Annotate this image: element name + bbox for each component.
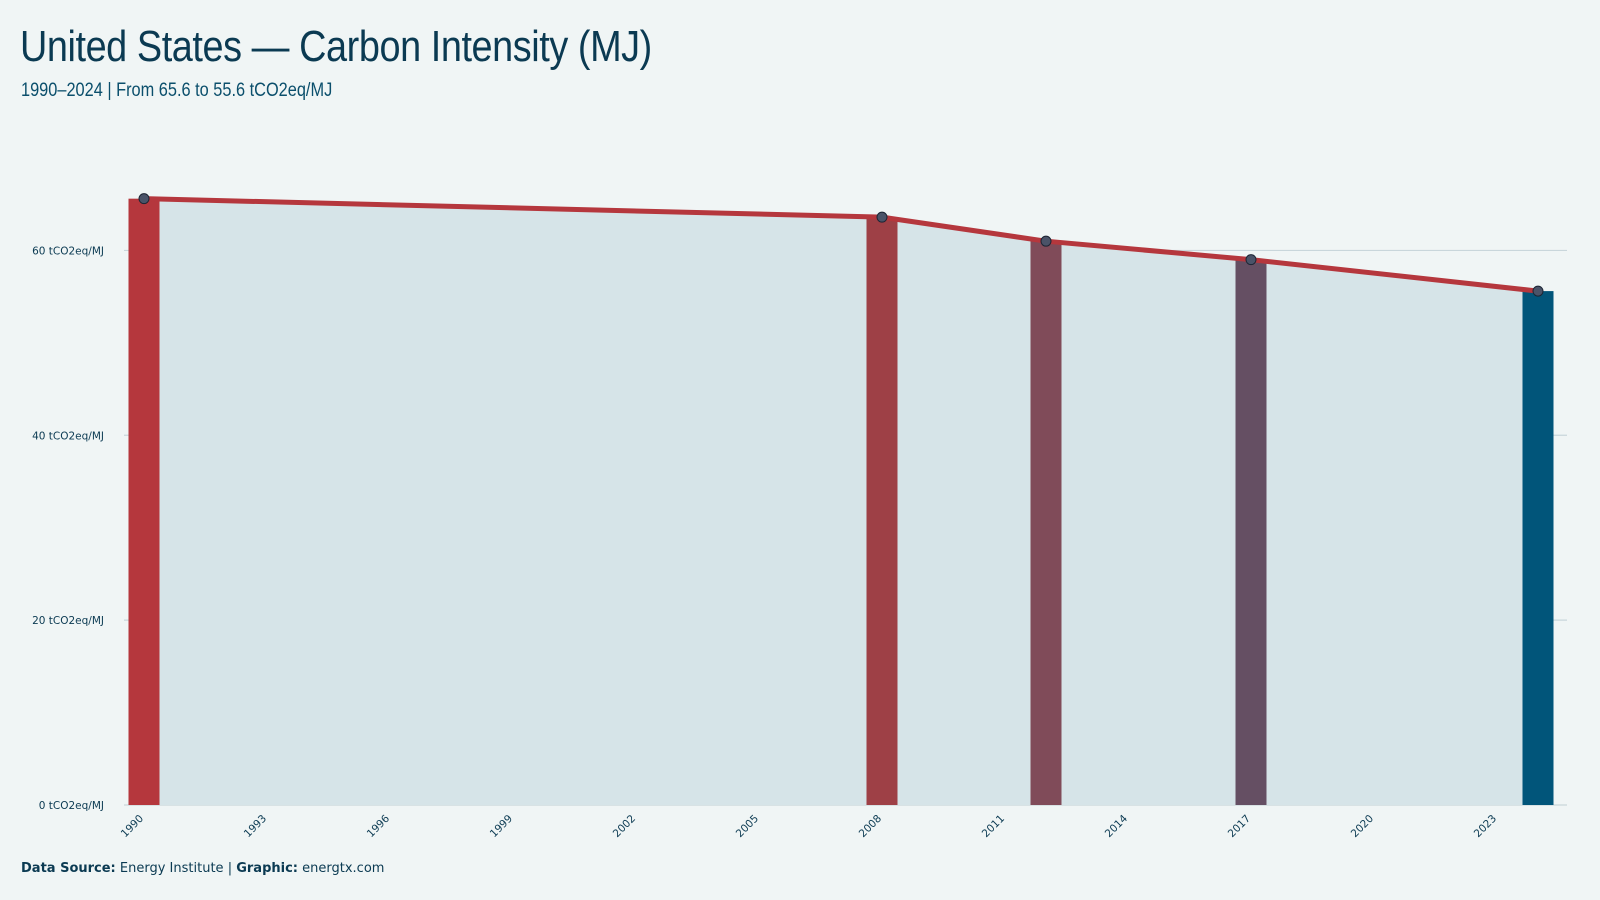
source-label: Data Source: (21, 861, 116, 876)
area-fill (144, 198, 1538, 805)
x-axis-ticks: 1990 1993 1996 1999 2002 2005 2008 2011 2014 2017… (119, 812, 1499, 840)
point-layer (138, 193, 1544, 297)
chart-subtitle: 1990–2024 | From 65.6 to 55.6 tCO2eq/MJ (21, 80, 333, 101)
point-2024 (1532, 285, 1544, 297)
graphic-value: energtx.com (302, 861, 385, 876)
point-2012 (1040, 235, 1052, 247)
x-tick-label: 2005 (734, 813, 761, 840)
source-value: Energy Institute (119, 861, 224, 876)
x-tick-label: 2020 (1349, 813, 1376, 840)
bar-2012 (1030, 241, 1062, 805)
point-1990 (138, 193, 150, 205)
point-2017 (1245, 254, 1257, 266)
bar-1990 (128, 198, 160, 805)
x-tick-label: 1999 (488, 813, 515, 840)
x-tick-label: 2017 (1226, 813, 1253, 840)
x-tick-label: 2014 (1103, 812, 1131, 840)
bar-2024 (1522, 291, 1554, 805)
x-tick-label: 2011 (980, 813, 1007, 840)
x-tick-label: 2008 (857, 813, 884, 840)
graphic-label: Graphic: (236, 861, 298, 876)
bar-2017 (1235, 259, 1267, 806)
x-tick-label: 1996 (365, 812, 393, 840)
footer-separator: | (227, 861, 233, 876)
bar-layer (128, 198, 1554, 806)
x-tick-label: 2002 (611, 813, 638, 840)
y-tick-label: 40 tCO2eq/MJ (32, 430, 104, 442)
chart-title: United States — Carbon Intensity (MJ) (20, 22, 652, 71)
y-axis-ticks: 0 tCO2eq/MJ 20 tCO2eq/MJ 40 tCO2eq/MJ 60 tC… (32, 245, 104, 812)
x-tick-label: 1990 (119, 813, 146, 840)
y-tick-label: 60 tCO2eq/MJ (32, 245, 104, 257)
y-tick-label: 0 tCO2eq/MJ (39, 800, 104, 812)
point-2008 (876, 211, 888, 223)
y-tick-label: 20 tCO2eq/MJ (32, 615, 104, 627)
area-layer (144, 198, 1538, 805)
x-tick-label: 1993 (242, 813, 269, 840)
bar-2008 (866, 217, 898, 805)
x-tick-label: 2023 (1472, 813, 1499, 840)
footer-credits: Data Source: Energy Institute | Graphic:… (21, 861, 384, 876)
